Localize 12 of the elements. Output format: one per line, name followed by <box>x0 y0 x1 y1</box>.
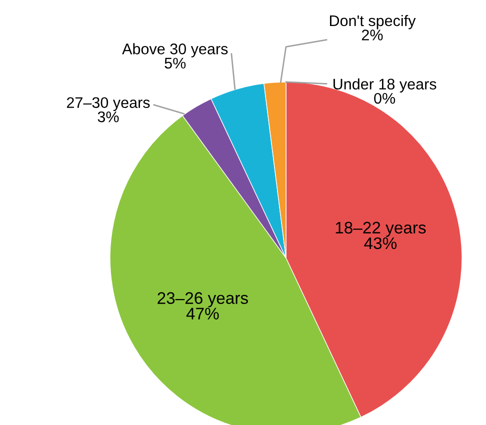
slice-label: 23–26 years <box>158 292 248 308</box>
text: 0% <box>374 92 396 104</box>
data-label: 43% <box>364 237 397 250</box>
data-label: 5% <box>164 58 186 69</box>
slice-label: 18–22 years <box>336 222 426 237</box>
slice-label: Don't specify <box>330 14 416 30</box>
data-label: 2% <box>362 30 383 40</box>
data-label: 47% <box>186 308 219 320</box>
legend-label: Under 18 years <box>334 78 436 93</box>
slice-label: 27–30 years <box>66 97 150 112</box>
slice-label: Above 30 years <box>122 43 228 58</box>
data-label: 3% <box>98 111 119 122</box>
